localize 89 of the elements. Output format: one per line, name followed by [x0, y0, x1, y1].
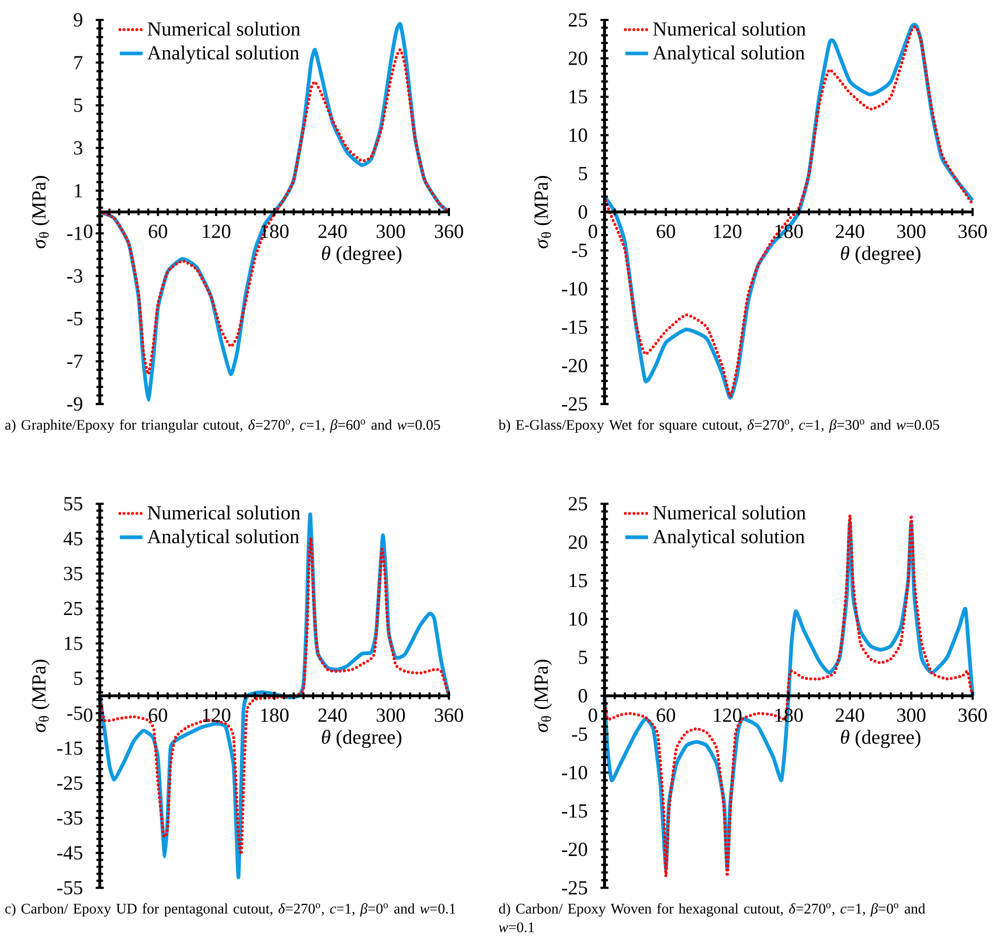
- y-tick-label: 5: [74, 98, 82, 112]
- y-tick-label: 1: [74, 184, 82, 198]
- y-tick-label: 5: [74, 672, 82, 686]
- y-tick-label: -20: [562, 842, 588, 856]
- y-tick-label: 15: [570, 90, 588, 104]
- y-tick-label: -10: [562, 282, 588, 296]
- y-tick-label: 25: [64, 602, 82, 616]
- y-tick-label: 25: [568, 497, 588, 511]
- y-tick-label: 20: [568, 52, 588, 66]
- x-axis-title: θ (degree): [322, 730, 402, 748]
- x-tick-label: 360: [434, 708, 464, 722]
- y-tick-label: 0: [578, 689, 588, 703]
- x-tick-label: 240: [318, 224, 347, 238]
- x-tick-label: 120: [714, 708, 742, 722]
- y-tick-label: -15: [562, 804, 588, 818]
- x-tick-label: 360: [958, 224, 987, 238]
- x-tick-label: 120: [714, 224, 742, 238]
- x-tick-label: 0: [588, 224, 598, 238]
- legend-label: Analytical solution: [147, 46, 300, 64]
- y-tick-label: -25: [562, 397, 588, 411]
- y-tick-label: -15: [57, 742, 82, 755]
- x-tick-label: 60: [148, 708, 168, 722]
- y-tick-label: -1: [67, 226, 82, 240]
- chart-title: d) Carbon/ Epoxy Woven for hexagonal cutout, δ=270$^{o}$, c=1, β=0$^{o}$ and w=0.1: [498, 903, 926, 932]
- legend-label: Analytical solution: [652, 529, 805, 548]
- y-tick-label: 3: [74, 141, 82, 155]
- y-tick-label: -5: [67, 706, 82, 720]
- y-tick-label: -5: [572, 244, 588, 258]
- y-axis-title: σ$_{θ}$ (MPa): [32, 176, 50, 248]
- x-axis-title: θ (degree): [322, 246, 402, 264]
- x-tick-label: 120: [202, 224, 230, 238]
- x-tick-label: 0: [84, 708, 92, 722]
- legend-label: Analytical solution: [147, 529, 300, 548]
- x-tick-label: 0: [588, 708, 598, 722]
- x-tick-label: 300: [376, 708, 405, 722]
- x-tick-label: 60: [656, 224, 676, 238]
- y-axis-title: σ$_{θ}$ (MPa): [32, 660, 50, 732]
- y-tick-label: -55: [57, 881, 82, 895]
- legend-label: Numerical solution: [653, 22, 806, 36]
- y-tick-label: -9: [67, 397, 82, 411]
- x-tick-label: 360: [434, 224, 464, 238]
- y-tick-label: 20: [568, 536, 588, 550]
- y-tick-label: -5: [67, 312, 82, 326]
- x-tick-label: 360: [958, 708, 987, 722]
- y-tick-label: -5: [572, 728, 588, 741]
- y-tick-label: 7: [74, 56, 82, 70]
- legend-label: Numerical solution: [653, 506, 806, 520]
- chart-title: b) E-Glass/Epoxy Wet for square cutout, δ=270$^{o}$, c=1, β=30$^{o}$ and w=0.05: [498, 419, 940, 433]
- chart-title: a) Graphite/Epoxy for triangular cutout, δ=270$^{o}$, c=1, β=60$^{o}$ and w=0.05: [5, 419, 440, 433]
- x-tick-label: 240: [318, 708, 347, 722]
- y-tick-label: 5: [579, 650, 588, 664]
- y-tick-label: 9: [74, 13, 82, 27]
- x-tick-label: 0: [84, 224, 92, 238]
- y-tick-label: 0: [578, 205, 588, 219]
- y-tick-label: -25: [57, 776, 82, 790]
- x-tick-label: 300: [376, 224, 405, 238]
- x-tick-label: 180: [261, 708, 289, 722]
- x-tick-label: 60: [148, 224, 168, 238]
- x-tick-label: 240: [836, 224, 864, 238]
- y-tick-label: 25: [568, 13, 588, 27]
- y-axis-title: σ$_{θ}$ (MPa): [534, 660, 552, 732]
- y-tick-label: 55: [64, 497, 82, 511]
- legend-label: Numerical solution: [148, 506, 300, 520]
- y-tick-label: 10: [570, 128, 588, 142]
- y-tick-label: -7: [67, 354, 82, 368]
- y-tick-label: -25: [562, 881, 588, 895]
- x-tick-label: 120: [202, 708, 230, 722]
- y-tick-label: -15: [562, 320, 588, 334]
- chart-title: c) Carbon/ Epoxy UD for pentagonal cutout, δ=270$^{o}$, c=1, β=0$^{o}$ and w=0.1: [5, 903, 456, 917]
- y-tick-label: 5: [579, 167, 588, 180]
- x-tick-label: 60: [656, 708, 676, 722]
- y-tick-label: -10: [562, 766, 588, 780]
- x-tick-label: 300: [897, 224, 926, 238]
- x-tick-label: 240: [836, 708, 864, 722]
- y-tick-label: 10: [570, 612, 588, 626]
- y-axis-title: σ$_{θ}$ (MPa): [534, 176, 552, 248]
- legend-label: Numerical solution: [148, 22, 300, 36]
- y-tick-label: -35: [57, 811, 82, 825]
- y-tick-label: -3: [67, 269, 82, 283]
- x-tick-label: 300: [897, 708, 926, 722]
- y-tick-label: -45: [57, 846, 82, 860]
- x-axis-title: θ (degree): [840, 246, 920, 264]
- legend-label: Analytical solution: [652, 46, 805, 64]
- x-axis-title: θ (degree): [840, 730, 920, 748]
- y-tick-label: -20: [562, 359, 588, 372]
- y-tick-label: 15: [570, 574, 588, 588]
- y-tick-label: 35: [64, 567, 82, 580]
- y-tick-label: 15: [64, 636, 82, 650]
- y-tick-label: 45: [64, 532, 82, 546]
